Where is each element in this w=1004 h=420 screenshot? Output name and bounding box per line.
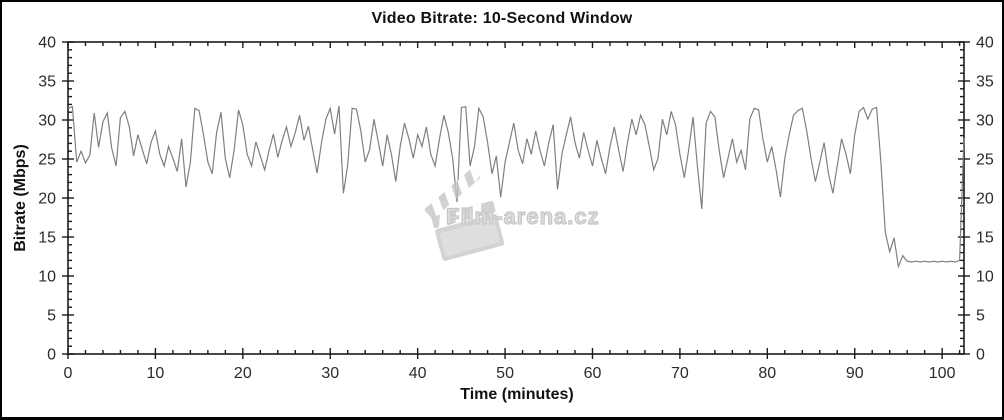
y-tick-label-right: 25 [976,152,994,169]
x-tick-label: 0 [64,365,73,382]
x-tick-label: 90 [846,365,864,382]
x-tick-label: 30 [321,365,339,382]
y-tick-label-right: 10 [976,269,994,286]
x-tick-label: 80 [758,365,776,382]
x-tick-label: 70 [671,365,689,382]
y-tick-label-right: 40 [976,35,994,52]
y-tick-label-left: 5 [47,308,56,325]
y-tick-label-left: 10 [38,269,56,286]
y-tick-label-left: 15 [38,230,56,247]
y-tick-label-left: 20 [38,191,56,208]
y-tick-label-left: 40 [38,35,56,52]
bitrate-line [67,105,965,269]
plot-frame [67,41,965,355]
y-tick-label-right: 20 [976,191,994,208]
y-tick-label-right: 35 [976,74,994,91]
x-tick-label: 50 [496,365,514,382]
y-tick-label-right: 5 [976,308,985,325]
y-tick-label-right: 0 [976,347,985,364]
x-tick-label: 40 [409,365,427,382]
x-axis-label: Time (minutes) [460,386,574,403]
y-tick-label-left: 25 [38,152,56,169]
y-tick-label-right: 15 [976,230,994,247]
chart-title: Video Bitrate: 10-Second Window [371,10,633,27]
x-tick-label: 20 [234,365,252,382]
x-tick-label: 100 [929,365,956,382]
y-tick-label-left: 0 [47,347,56,364]
y-tick-label-left: 30 [38,113,56,130]
x-tick-label: 10 [147,365,165,382]
y-tick-label-right: 30 [976,113,994,130]
y-tick-label-left: 35 [38,74,56,91]
x-tick-label: 60 [584,365,602,382]
